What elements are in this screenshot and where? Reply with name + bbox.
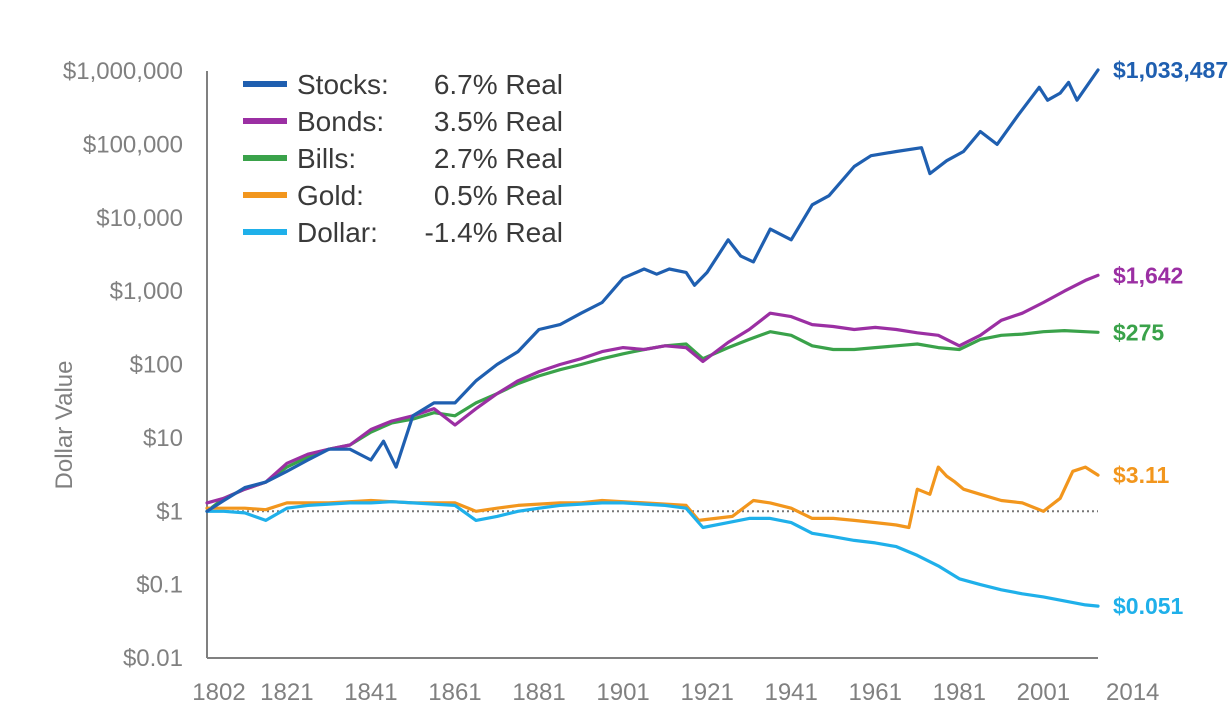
legend-series-name: Gold:	[297, 180, 364, 211]
x-tick-label: 1901	[596, 679, 649, 706]
y-tick-label: $1	[156, 498, 183, 525]
y-tick-label: $10	[143, 425, 183, 452]
y-tick-label: $100,000	[83, 131, 183, 158]
legend-series-rate: 6.7% Real	[434, 69, 563, 100]
y-tick-label: $100	[130, 352, 183, 379]
legend-item: Dollar: -1.4% Real	[243, 217, 563, 248]
series-line-bonds	[205, 273, 1100, 505]
series-line-gold	[205, 465, 1100, 530]
x-tick-label: 1921	[680, 679, 733, 706]
series-line-dollar	[205, 500, 1100, 608]
y-axis-title: Dollar Value	[51, 361, 78, 490]
end-labels: $1,033,487 $1,642 $275 $3.11 $0.051	[1113, 57, 1228, 619]
legend-series-rate: -1.4% Real	[424, 217, 563, 248]
y-tick-label: $0.01	[123, 645, 183, 672]
x-tick-label: 1961	[849, 679, 902, 706]
x-tick-label: 1841	[344, 679, 397, 706]
legend-series-rate: 0.5% Real	[434, 180, 563, 211]
end-label-dollar: $0.051	[1113, 593, 1184, 619]
y-axis-label: Dollar Value	[51, 361, 78, 490]
y-tick-label: $1,000	[110, 278, 183, 305]
legend-series-name: Bonds:	[297, 106, 384, 137]
x-tick-labels: 1802 1821 1841 1861 1881 1901 1921 1941 1961 1981…	[192, 679, 1159, 706]
end-label-stocks: $1,033,487	[1113, 57, 1228, 83]
y-tick-label: $0.1	[136, 572, 183, 599]
x-tick-label: 1941	[764, 679, 817, 706]
axes	[206, 71, 1098, 659]
legend: Stocks: 6.7% Real Bonds: 3.5% Real Bills: 2.7…	[243, 69, 563, 248]
legend-series-rate: 2.7% Real	[434, 143, 563, 174]
end-label-bonds: $1,642	[1113, 262, 1183, 288]
legend-item: Stocks: 6.7% Real	[243, 69, 563, 100]
legend-item: Bonds: 3.5% Real	[243, 106, 563, 137]
series-line-stocks	[205, 68, 1100, 513]
x-tick-label: 1861	[428, 679, 481, 706]
series-lines	[205, 68, 1100, 608]
legend-item: Gold: 0.5% Real	[243, 180, 563, 211]
x-tick-label: 1802	[192, 679, 245, 706]
x-tick-label: 2014	[1106, 679, 1159, 706]
end-label-gold: $3.11	[1113, 462, 1169, 488]
x-tick-label: 1881	[512, 679, 565, 706]
legend-series-name: Stocks:	[297, 69, 389, 100]
series-line-bills	[205, 329, 1100, 513]
y-tick-labels: $0.01 $0.1 $1 $10 $100 $1,000 $10,000 $100,000 $…	[63, 58, 183, 672]
x-tick-label: 2001	[1017, 679, 1070, 706]
end-label-bills: $275	[1113, 319, 1164, 345]
legend-series-rate: 3.5% Real	[434, 106, 563, 137]
y-tick-label: $1,000,000	[63, 58, 183, 85]
legend-series-name: Dollar:	[297, 217, 378, 248]
legend-item: Bills: 2.7% Real	[243, 143, 563, 174]
x-tick-label: 1821	[260, 679, 313, 706]
y-tick-label: $10,000	[96, 205, 183, 232]
legend-series-name: Bills:	[297, 143, 356, 174]
x-tick-label: 1981	[933, 679, 986, 706]
